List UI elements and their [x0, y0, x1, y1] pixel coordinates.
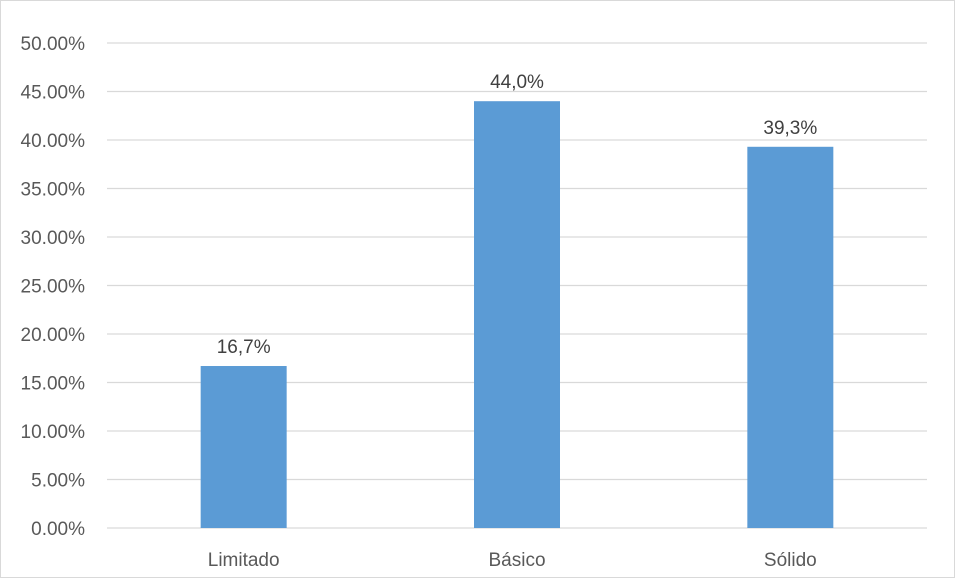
y-tick-label: 40.00% [21, 131, 86, 152]
y-tick-label: 20.00% [21, 325, 86, 346]
y-tick-label: 5.00% [31, 471, 85, 492]
data-label: 44,0% [490, 72, 544, 93]
x-tick-label: Básico [488, 550, 545, 571]
y-tick-label: 25.00% [21, 277, 86, 298]
y-tick-label: 30.00% [21, 228, 86, 249]
bars [200, 101, 834, 529]
y-tick-label: 15.00% [21, 374, 86, 395]
y-tick-label: 0.00% [31, 519, 85, 540]
y-tick-label: 10.00% [21, 422, 86, 443]
bar [200, 366, 287, 528]
data-label: 16,7% [217, 337, 271, 358]
bar [474, 101, 560, 528]
y-axis-ticks: 0.00% 5.00% 10.00% 15.00% 20.00% 25.00% 30.00%… [21, 34, 86, 540]
x-tick-label: Limitado [208, 550, 280, 571]
x-axis-ticks: Limitado Básico Sólido [208, 550, 817, 571]
data-labels: 16,7% 44,0% 39,3% [217, 72, 818, 358]
data-label: 39,3% [763, 118, 817, 139]
y-tick-label: 45.00% [21, 83, 86, 104]
x-tick-label: Sólido [764, 550, 817, 571]
y-tick-label: 35.00% [21, 180, 86, 201]
y-tick-label: 50.00% [21, 34, 86, 55]
bar [747, 146, 834, 529]
